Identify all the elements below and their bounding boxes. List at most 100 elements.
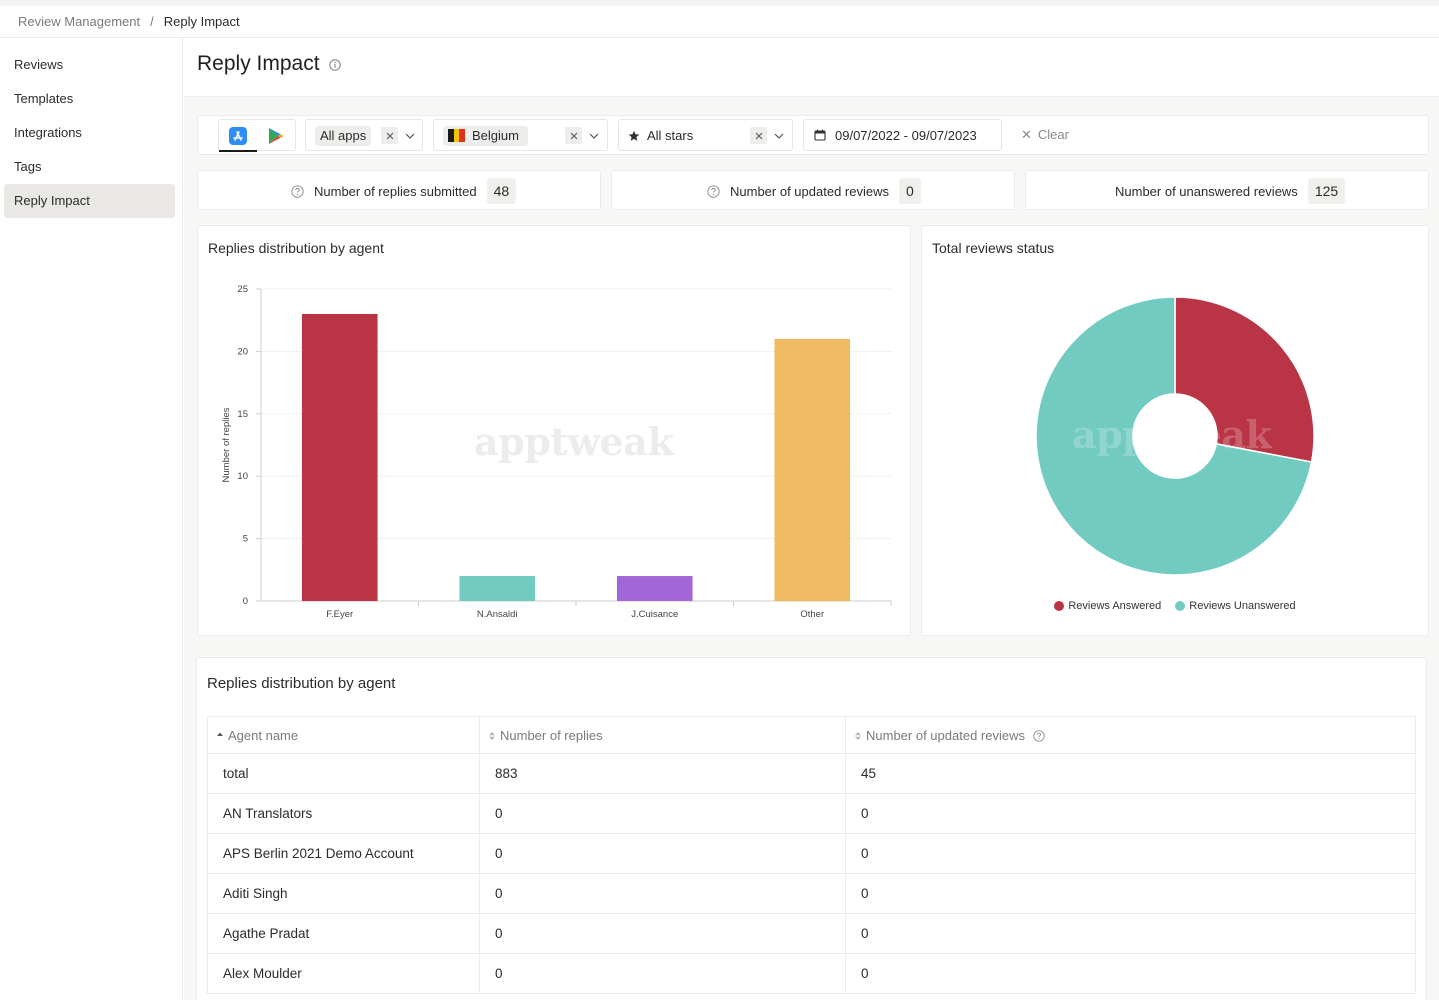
- clear-filters-button[interactable]: ✕ Clear: [1021, 127, 1069, 143]
- watermark: apptweak: [474, 419, 674, 464]
- pie-slice-reviews-answered[interactable]: [1174, 296, 1315, 463]
- date-range-picker[interactable]: 09/07/2022 - 09/07/2023: [803, 119, 1002, 151]
- legend-item-unanswered[interactable]: Reviews Unanswered: [1175, 600, 1296, 612]
- column-header-agent-name[interactable]: Agent name: [207, 716, 480, 754]
- country-select[interactable]: Belgium: [433, 119, 608, 151]
- bar-other[interactable]: [774, 338, 851, 601]
- help-icon[interactable]: [291, 184, 304, 198]
- app-store-icon[interactable]: [219, 124, 257, 152]
- stars-clear-icon[interactable]: [750, 127, 767, 144]
- belgium-flag-icon: [448, 129, 465, 142]
- page-header: Reply Impact: [184, 38, 1439, 97]
- cell-agent-name: Agathe Pradat: [207, 913, 480, 954]
- bar-chart-title: Replies distribution by agent: [208, 240, 384, 256]
- chevron-down-icon[interactable]: [773, 130, 785, 142]
- cell-number-of-replies: 0: [479, 793, 846, 834]
- cell-agent-name: Alex Moulder: [207, 953, 480, 994]
- y-tick-label: 25: [237, 284, 248, 295]
- sort-asc-icon: [217, 732, 223, 736]
- stars-label: All stars: [647, 128, 694, 143]
- legend-label: Reviews Answered: [1068, 600, 1162, 612]
- cell-agent-name: AN Translators: [207, 793, 480, 834]
- country-label: Belgium: [472, 128, 519, 143]
- cell-agent-name: total: [207, 753, 480, 794]
- store-toggle: [218, 119, 296, 152]
- kpi-value: 0: [898, 178, 921, 204]
- column-label: Number of replies: [500, 727, 603, 743]
- help-icon[interactable]: [1032, 729, 1045, 742]
- legend-item-answered[interactable]: Reviews Answered: [1054, 600, 1161, 612]
- sidebar-item-templates[interactable]: Templates: [14, 91, 74, 106]
- country-chip: Belgium: [443, 126, 528, 146]
- breadcrumb: Review Management / Reply Impact: [0, 0, 1439, 38]
- breadcrumb-parent-link[interactable]: Review Management: [18, 14, 141, 29]
- sidebar-item-tags[interactable]: Tags: [14, 159, 42, 174]
- info-icon[interactable]: [329, 59, 341, 71]
- country-clear-icon[interactable]: [565, 127, 582, 144]
- kpi-value: 48: [486, 178, 517, 204]
- main-content: Reply Impact: [184, 38, 1439, 1000]
- breadcrumb-current: Reply Impact: [163, 14, 240, 29]
- close-icon: ✕: [1021, 127, 1032, 142]
- cell-updated-reviews: 45: [845, 753, 1416, 794]
- y-tick-label: 10: [237, 471, 248, 482]
- sort-icon: [489, 731, 495, 740]
- sidebar-item-integrations[interactable]: Integrations: [14, 125, 82, 140]
- apps-select[interactable]: All apps: [305, 119, 423, 151]
- chevron-down-icon[interactable]: [404, 130, 416, 142]
- sidebar-item-reviews[interactable]: Reviews: [14, 57, 64, 72]
- table-title: Replies distribution by agent: [207, 675, 396, 692]
- cell-number-of-replies: 0: [479, 913, 846, 954]
- pie-slice-reviews-unanswered[interactable]: [1035, 296, 1313, 576]
- help-icon[interactable]: [707, 184, 720, 198]
- apps-clear-icon[interactable]: [381, 127, 398, 144]
- table-row: AN Translators 0 0: [207, 793, 1416, 834]
- pie-chart: [1035, 296, 1315, 576]
- bar-j-cuisance[interactable]: [616, 576, 693, 601]
- legend-dot: [1054, 601, 1065, 611]
- x-tick-label: F.Eyer: [326, 609, 353, 620]
- star-icon: [628, 130, 640, 141]
- kpi-label: Number of replies submitted: [314, 183, 477, 199]
- cell-updated-reviews: 0: [845, 913, 1416, 954]
- sidebar-item-reply-impact[interactable]: Reply Impact: [4, 184, 175, 218]
- stars-select[interactable]: All stars: [618, 119, 793, 151]
- column-header-number-of-updated-reviews[interactable]: Number of updated reviews: [845, 716, 1416, 754]
- kpi-updated-reviews: Number of updated reviews 0: [611, 170, 1015, 210]
- google-play-icon[interactable]: [263, 124, 289, 148]
- pie-legend: Reviews Answered Reviews Unanswered: [922, 600, 1428, 612]
- calendar-icon: [814, 129, 826, 141]
- y-axis-label: Number of replies: [221, 407, 232, 482]
- cell-updated-reviews: 0: [845, 873, 1416, 914]
- bar-f-eyer[interactable]: [301, 313, 378, 601]
- y-tick-label: 5: [243, 534, 248, 545]
- chevron-down-icon[interactable]: [588, 130, 600, 142]
- cell-number-of-replies: 0: [479, 873, 846, 914]
- y-tick-label: 0: [243, 596, 248, 607]
- breadcrumb-separator: /: [150, 14, 154, 29]
- legend-label: Reviews Unanswered: [1189, 600, 1296, 612]
- y-tick-label: 20: [237, 346, 248, 357]
- bar-n-ansaldi[interactable]: [459, 576, 536, 601]
- legend-dot: [1175, 601, 1186, 611]
- table-row: Alex Moulder 0 0: [207, 953, 1416, 994]
- apps-chip: All apps: [315, 126, 372, 146]
- column-header-number-of-replies[interactable]: Number of replies: [479, 716, 846, 754]
- agent-table-card: Replies distribution by agent Agent name…: [196, 657, 1427, 1000]
- watermark: apptweak: [1072, 412, 1272, 457]
- cell-number-of-replies: 0: [479, 953, 846, 994]
- pie-chart-card: Total reviews status apptweak Reviews An…: [921, 225, 1429, 636]
- active-store-underline: [219, 150, 257, 152]
- pie-chart-title: Total reviews status: [932, 240, 1055, 256]
- table-row: APS Berlin 2021 Demo Account 0 0: [207, 833, 1416, 874]
- page-title: Reply Impact: [197, 52, 320, 75]
- kpi-unanswered-reviews: Number of unanswered reviews 125: [1025, 170, 1429, 210]
- cell-number-of-replies: 0: [479, 833, 846, 874]
- kpi-label: Number of unanswered reviews: [1115, 183, 1298, 199]
- clear-filters-label: Clear: [1037, 127, 1069, 142]
- x-tick-label: Other: [800, 609, 824, 620]
- sort-icon: [855, 731, 861, 740]
- sidebar: Reviews Templates Integrations Tags Repl…: [0, 38, 183, 1000]
- column-label: Agent name: [228, 727, 299, 743]
- cell-updated-reviews: 0: [845, 833, 1416, 874]
